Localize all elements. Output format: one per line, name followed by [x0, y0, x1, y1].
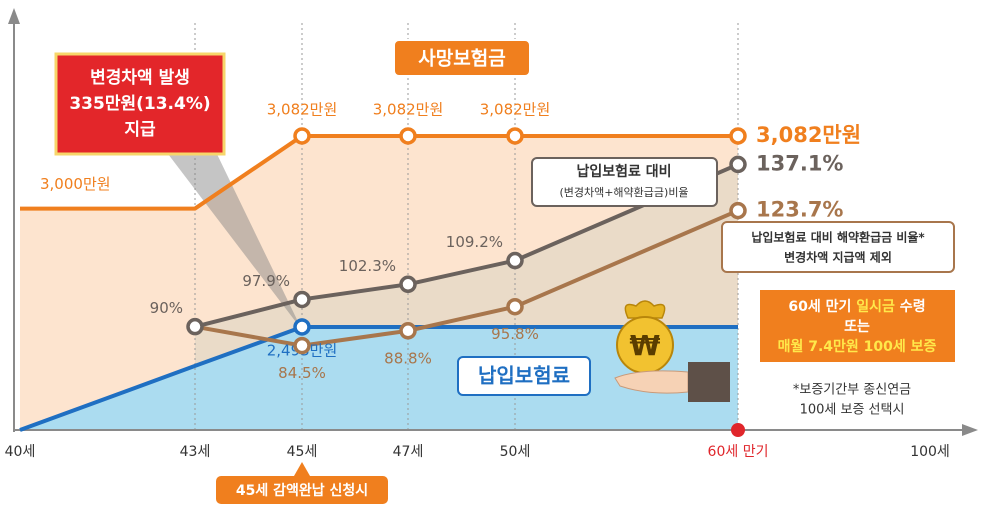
- x-tick-label: 43세: [180, 444, 211, 460]
- point-marker: [401, 129, 415, 143]
- value-label: 90%: [150, 299, 183, 317]
- value-label: 88.8%: [384, 349, 432, 367]
- point-marker: [188, 320, 202, 334]
- point-marker: [401, 277, 415, 291]
- callout-text: 지급: [124, 120, 156, 140]
- footnote: 100세 보증 선택시: [800, 403, 905, 418]
- point-marker: [295, 339, 309, 353]
- point-marker: [295, 292, 309, 306]
- event-pointer: [294, 462, 310, 476]
- callout-text: 변경차액 발생: [90, 68, 190, 88]
- x-tick-label: 45세: [287, 444, 318, 460]
- x-tick-label: 60세 만기: [708, 444, 769, 460]
- point-marker: [295, 320, 309, 334]
- end-dot: [731, 423, 745, 437]
- payout-part: 수령: [895, 299, 926, 315]
- value-label: 3,082만원: [267, 100, 338, 118]
- sleeve: [688, 362, 730, 402]
- point-marker: [508, 254, 522, 268]
- footnote: *보증기간부 종신연금: [793, 383, 911, 398]
- point-marker: [401, 324, 415, 338]
- value-label: 95.8%: [491, 325, 539, 343]
- payout-text: 매월 7.4만원 100세 보증: [778, 338, 937, 355]
- point-marker: [508, 129, 522, 143]
- legend-label: 납입보험료 대비 해약환급금 비율*: [751, 230, 925, 245]
- payout-part: 60세 만기: [788, 299, 856, 315]
- x-tick-label: 40세: [5, 444, 36, 460]
- point-marker: [731, 129, 745, 143]
- legend-note: 변경차액 지급액 제외: [784, 250, 892, 265]
- value-label: 3,082만원: [756, 123, 861, 147]
- chart: 3,000만원3,082만원3,082만원3,082만원3,082만원2,493…: [0, 0, 986, 509]
- legend-note: (변경차액+해약환급금)비율: [559, 185, 688, 199]
- currency-symbol: ₩: [630, 329, 661, 362]
- x-axis-arrow: [962, 424, 978, 436]
- value-label: 3,082만원: [480, 100, 551, 118]
- point-marker: [508, 300, 522, 314]
- payout-part: 일시금: [856, 299, 895, 315]
- legend-badge: [722, 222, 954, 272]
- legend-label: 사망보험금: [418, 48, 505, 70]
- legend-label: 납입보험료: [478, 364, 570, 388]
- value-label: 84.5%: [278, 364, 326, 382]
- payout-text: 60세 만기 일시금 수령: [788, 299, 925, 315]
- value-label: 3,000만원: [40, 175, 111, 193]
- point-marker: [295, 129, 309, 143]
- event-text: 45세 감액완납 신청시: [236, 482, 368, 499]
- payout-text: 또는: [844, 319, 870, 335]
- value-label: 123.7%: [756, 198, 843, 222]
- x-tick-label: 47세: [393, 444, 424, 460]
- legend-label: 납입보험료 대비: [576, 163, 671, 180]
- callout-text: 335만원(13.4%): [69, 94, 210, 114]
- point-marker: [731, 204, 745, 218]
- value-label: 137.1%: [756, 151, 843, 175]
- value-label: 3,082만원: [373, 100, 444, 118]
- value-label: 97.9%: [242, 272, 290, 290]
- value-label: 102.3%: [339, 257, 396, 275]
- y-axis-arrow: [8, 8, 20, 24]
- x-tick-label: 50세: [500, 444, 531, 460]
- x-tick-label: 100세: [910, 444, 950, 460]
- value-label: 109.2%: [446, 233, 503, 251]
- point-marker: [731, 157, 745, 171]
